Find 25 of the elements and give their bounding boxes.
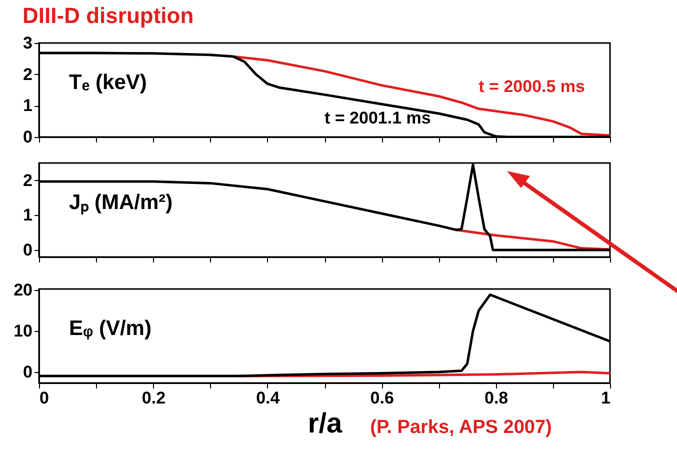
line-series [232, 55, 610, 137]
y-tick-label: 0 [23, 128, 32, 146]
x-tick-label: 0.2 [142, 388, 166, 408]
y-tick-label: 0 [23, 240, 32, 260]
annotation: Tₑ (keV) [69, 71, 147, 94]
annotation: Eᵩ (V/m) [69, 317, 152, 340]
y-tick-label: 1 [23, 96, 32, 116]
x-tick-label: 0 [40, 388, 49, 408]
y-tick-label: 2 [23, 170, 32, 190]
y-tick-label: 10 [14, 322, 32, 341]
x-tick-label: 0.6 [370, 388, 394, 408]
x-tick-label: 1 [601, 388, 610, 408]
chart-title: DIII-D disruption [22, 3, 194, 28]
annotation: Jₚ (MA/m²) [69, 191, 173, 215]
y-tick-label: 2 [23, 64, 32, 84]
y-tick-label: 3 [23, 34, 32, 52]
x-axis-title: r/a [308, 408, 343, 438]
x-tick-label: 0.4 [256, 388, 280, 408]
y-tick-label: 20 [14, 280, 32, 300]
text: (P. Parks, APS 2007) [370, 417, 552, 438]
series-label: t = 2001.1 ms [324, 108, 431, 128]
y-tick-label: 0 [23, 362, 32, 382]
series-label: t = 2000.5 ms [478, 76, 585, 96]
x-tick-label: 0.8 [484, 388, 508, 408]
y-tick-label: 1 [23, 206, 32, 225]
